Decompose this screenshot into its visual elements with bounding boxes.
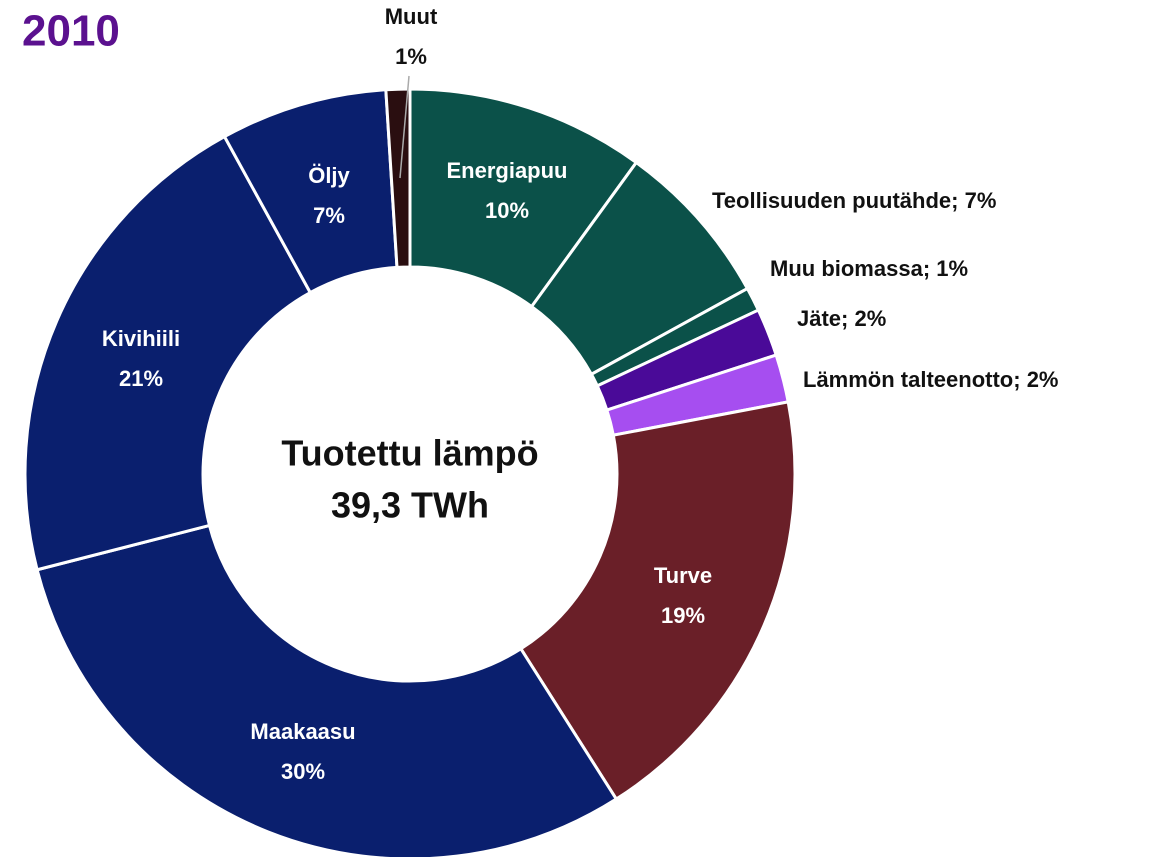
donut-slice (518, 400, 797, 802)
category-name: Muut (385, 4, 438, 29)
data-label: Muu biomassa; 1% (770, 256, 968, 281)
donut-slice (35, 523, 619, 857)
label-separator: ; (1013, 367, 1026, 392)
category-name: Muu biomassa (770, 256, 924, 281)
value-label: 1% (936, 256, 968, 281)
category-name: Maakaasu (250, 719, 355, 744)
data-label: Jäte; 2% (797, 306, 886, 331)
category-name: Lämmön talteenotto (803, 367, 1013, 392)
value-label: 21% (119, 366, 163, 391)
category-name: Kivihiili (102, 326, 180, 351)
label-separator: ; (841, 306, 854, 331)
chart-title: 2010 (22, 7, 120, 56)
category-name: Jäte (797, 306, 841, 331)
donut-slice (23, 134, 313, 572)
value-label: 7% (965, 188, 997, 213)
label-separator: ; (951, 188, 964, 213)
category-name: Turve (654, 563, 712, 588)
data-label: Lämmön talteenotto; 2% (803, 367, 1058, 392)
value-label: 2% (1027, 367, 1059, 392)
leader-line (399, 75, 410, 179)
value-label: 19% (661, 603, 705, 628)
value-label: 7% (313, 203, 345, 228)
value-label: 2% (855, 306, 887, 331)
value-label: 1% (395, 44, 427, 69)
center-label: Tuotettu lämpö (281, 433, 538, 474)
category-name: Energiapuu (446, 158, 567, 183)
category-name: Öljy (308, 163, 350, 188)
label-separator: ; (923, 256, 936, 281)
value-label: 30% (281, 759, 325, 784)
center-label: 39,3 TWh (331, 485, 489, 526)
data-label: Teollisuuden puutähde; 7% (712, 188, 996, 213)
value-label: 10% (485, 198, 529, 223)
category-name: Teollisuuden puutähde (712, 188, 951, 213)
